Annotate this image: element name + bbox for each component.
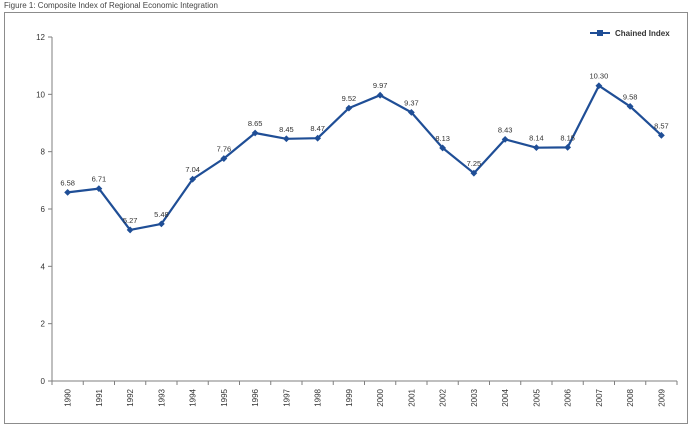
data-label: 10.30 [589,72,608,81]
chart-frame: 0 2 4 6 8 10 12 1990 1991 1992 1993 1994 1995 1996 199… [4,12,688,424]
data-point-marker [282,135,290,143]
x-tick-label: 1997 [282,388,291,406]
x-tick-label: 1990 [64,388,73,406]
data-point-marker [314,134,322,142]
data-label: 7.04 [185,165,200,174]
data-label: 8.15 [560,133,575,142]
data-label: 9.52 [342,94,357,103]
data-label: 8.13 [435,134,450,143]
x-tick-label: 1996 [251,388,260,406]
data-label: 8.45 [279,125,294,134]
x-tick-label: 1999 [345,388,354,406]
y-tick-label: 4 [41,262,46,271]
y-tick-label: 0 [41,377,46,386]
legend: Chained Index [590,29,670,38]
data-point-marker [376,91,384,99]
data-point-marker [95,185,103,193]
x-tick-label: 1998 [314,388,323,406]
data-point-marker [501,135,509,143]
x-tick-label: 2002 [439,388,448,406]
data-point-marker [439,144,447,152]
data-point-marker [126,226,134,234]
data-label: 8.57 [654,121,669,130]
data-point-marker [220,155,228,162]
x-tick-label: 2001 [407,388,416,406]
x-tick-label: 1991 [95,388,104,406]
x-tick-label: 2008 [626,388,635,406]
data-label: 8.65 [248,119,263,128]
data-label: 6.71 [92,175,107,184]
data-point-marker [64,188,72,196]
data-point-marker [189,175,197,183]
data-point-marker [251,129,259,137]
y-tick-label: 6 [41,205,46,214]
series-line [67,84,663,231]
data-label: 7.76 [217,145,232,154]
x-tick-label: 1995 [220,388,229,406]
data-label: 7.25 [467,159,482,168]
data-label: 9.97 [373,81,388,90]
x-tick-label: 2005 [532,388,541,406]
y-tick-label: 2 [41,320,46,329]
line-chart: 0 2 4 6 8 10 12 1990 1991 1992 1993 1994 1995 1996 199… [36,29,678,407]
data-label: 8.14 [529,134,544,143]
data-point-marker [532,144,540,152]
x-tick-label: 2004 [501,388,510,406]
data-point-marker [345,104,353,112]
x-tick-label: 2000 [376,388,385,406]
x-tick-label: 2007 [595,388,604,406]
data-label: 9.37 [404,98,419,107]
y-tick-label: 8 [41,148,46,157]
data-point-marker [595,82,603,90]
x-tick-label: 2003 [470,388,479,406]
data-point-marker [157,220,165,228]
data-point-marker [407,108,415,116]
data-point-marker [657,131,665,139]
series-layer: 6.58 6.71 5.27 5.48 7.04 7.76 8.65 8.45 8.47 9.52… [60,72,669,234]
legend-marker-swatch [597,30,603,36]
data-label: 5.27 [123,216,138,225]
x-tick-label: 2009 [657,388,666,406]
x-tick-label: 2006 [564,388,573,406]
data-point-marker [626,102,634,110]
data-label: 6.58 [60,178,75,187]
x-tick-label: 1993 [157,388,166,406]
x-tick-label: 1994 [189,388,198,406]
data-label: 8.43 [498,125,513,134]
legend-label: Chained Index [615,29,670,38]
data-label: 5.48 [154,210,169,219]
y-tick-label: 12 [36,33,45,42]
data-label: 9.58 [623,92,638,101]
x-tick-label: 1992 [126,388,135,406]
data-label: 8.47 [310,124,325,133]
data-point-marker [470,169,478,177]
data-point-marker [564,143,572,151]
figure-title: Figure 1: Composite Index of Regional Ec… [4,1,218,10]
y-tick-label: 10 [36,90,45,99]
axes: 0 2 4 6 8 10 12 1990 1991 1992 1993 1994 1995 1996 199… [36,33,678,407]
